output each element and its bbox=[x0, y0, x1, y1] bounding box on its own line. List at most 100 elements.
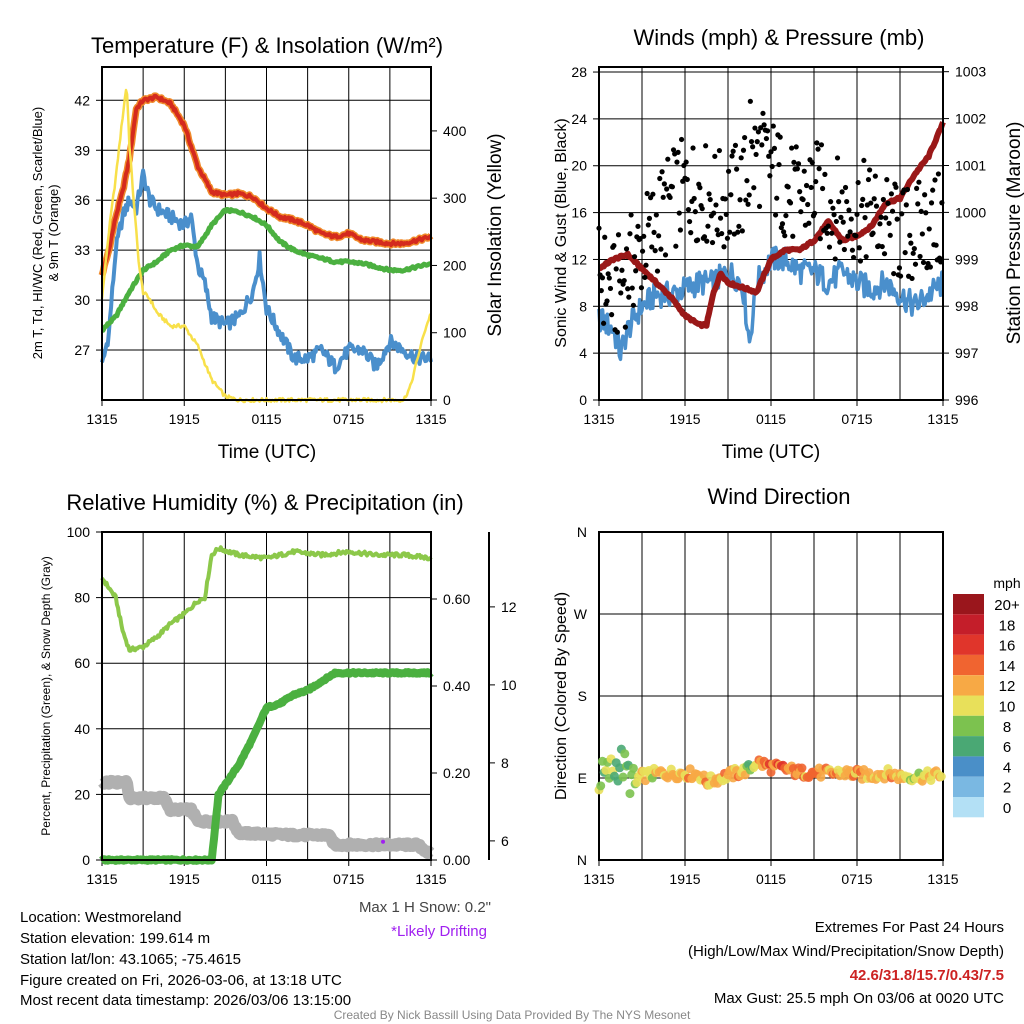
gust-point bbox=[713, 202, 719, 208]
gust-point bbox=[816, 166, 822, 172]
gust-point bbox=[867, 167, 873, 173]
y-tick-label: 998 bbox=[955, 298, 979, 314]
gust-point bbox=[916, 179, 922, 185]
pressure-ylabel: Station Pressure (Maroon) bbox=[1004, 122, 1024, 345]
gust-point bbox=[686, 218, 693, 225]
direction-point bbox=[620, 749, 630, 759]
plot-frame bbox=[598, 66, 944, 401]
gust-point bbox=[794, 166, 800, 172]
legend-swatch bbox=[953, 797, 984, 818]
gust-point bbox=[755, 129, 761, 135]
gust-point bbox=[806, 220, 812, 226]
gust-point bbox=[769, 163, 775, 170]
gust-point bbox=[617, 278, 623, 284]
gust-point bbox=[688, 230, 694, 236]
gust-point bbox=[658, 246, 664, 252]
y-tick-label: 1003 bbox=[955, 64, 986, 80]
gust-point bbox=[801, 168, 807, 174]
gust-point bbox=[753, 151, 759, 158]
gust-point bbox=[935, 171, 942, 177]
gust-point bbox=[661, 181, 667, 187]
gust-point bbox=[639, 248, 646, 254]
gust-point bbox=[674, 159, 680, 165]
dewpoint-line bbox=[100, 207, 433, 333]
x-tick-label: 1315 bbox=[86, 411, 117, 427]
y-tick-label: 0.40 bbox=[443, 678, 470, 694]
gust-point bbox=[678, 136, 685, 143]
legend-swatch bbox=[953, 594, 984, 615]
snow-depth-line bbox=[97, 774, 436, 860]
gust-point bbox=[781, 229, 787, 235]
gust-point bbox=[910, 250, 916, 256]
gust-point bbox=[853, 233, 859, 239]
y-tick-label: N bbox=[577, 524, 587, 540]
gust-point bbox=[667, 194, 673, 201]
gust-point bbox=[888, 191, 895, 197]
gust-point bbox=[633, 268, 639, 274]
gust-point bbox=[703, 143, 709, 149]
gust-point bbox=[848, 216, 854, 222]
gust-point bbox=[605, 271, 611, 277]
gust-point bbox=[652, 248, 658, 254]
gust-point bbox=[825, 223, 831, 229]
gust-point bbox=[779, 221, 786, 227]
gust-point bbox=[611, 243, 617, 249]
gust-point bbox=[735, 229, 741, 235]
gust-point bbox=[854, 211, 860, 217]
y-tick-label: E bbox=[578, 770, 587, 786]
gust-point bbox=[754, 139, 760, 145]
x-tick-label: 1315 bbox=[86, 871, 117, 887]
legend-swatch bbox=[953, 675, 984, 696]
gust-point bbox=[604, 298, 610, 304]
gust-point bbox=[607, 285, 614, 292]
gust-point bbox=[649, 244, 655, 250]
gust-point bbox=[644, 190, 650, 197]
y-tick-label: 8 bbox=[501, 755, 509, 771]
gust-point bbox=[881, 251, 888, 257]
gust-point bbox=[857, 258, 864, 264]
speed-legend: mph 20+ 18 16 14 12 10 8 6 4 2 0 bbox=[953, 575, 1021, 818]
gust-point bbox=[928, 200, 935, 206]
gust-point bbox=[711, 210, 717, 216]
wind-chart-title: Winds (mph) & Pressure (mb) bbox=[634, 25, 925, 50]
gust-point bbox=[602, 234, 608, 240]
legend-title: mph bbox=[993, 575, 1020, 591]
gust-point bbox=[676, 210, 682, 216]
y-tick-label: 0 bbox=[579, 392, 587, 408]
gust-point bbox=[791, 159, 797, 165]
gust-point bbox=[878, 214, 884, 220]
gust-point bbox=[891, 270, 897, 277]
y-tick-label: 6 bbox=[501, 833, 509, 849]
direction-point bbox=[618, 772, 628, 782]
gust-point bbox=[742, 134, 748, 141]
gust-point bbox=[918, 208, 924, 215]
gust-point bbox=[717, 215, 724, 221]
gust-point bbox=[899, 211, 905, 217]
x-tick-label: 0715 bbox=[841, 411, 872, 427]
gust-point bbox=[828, 199, 834, 205]
x-tick-label: 1315 bbox=[583, 871, 614, 887]
gust-point bbox=[896, 265, 903, 271]
gust-point bbox=[822, 171, 828, 177]
y-tick-label: 200 bbox=[443, 257, 467, 273]
gust-point bbox=[770, 123, 776, 129]
gust-point bbox=[704, 238, 710, 244]
plot-frame bbox=[101, 531, 432, 861]
gust-point bbox=[903, 202, 909, 208]
gust-point bbox=[798, 209, 804, 215]
gust-point bbox=[628, 212, 634, 218]
extremes-subtitle: (High/Low/Max Wind/Precipitation/Snow De… bbox=[688, 943, 1004, 960]
gust-point bbox=[805, 201, 811, 208]
x-tick-label: 0715 bbox=[841, 871, 872, 887]
gust-point bbox=[826, 244, 833, 250]
y-tick-label: 0 bbox=[82, 852, 90, 868]
direction-point bbox=[596, 781, 606, 791]
gust-point bbox=[642, 274, 648, 281]
x-tick-label: 0115 bbox=[756, 871, 786, 887]
gust-point bbox=[930, 187, 936, 193]
gust-point bbox=[842, 184, 849, 191]
gust-point bbox=[830, 205, 836, 211]
gust-point bbox=[740, 147, 747, 153]
legend-label: 2 bbox=[1003, 780, 1011, 797]
